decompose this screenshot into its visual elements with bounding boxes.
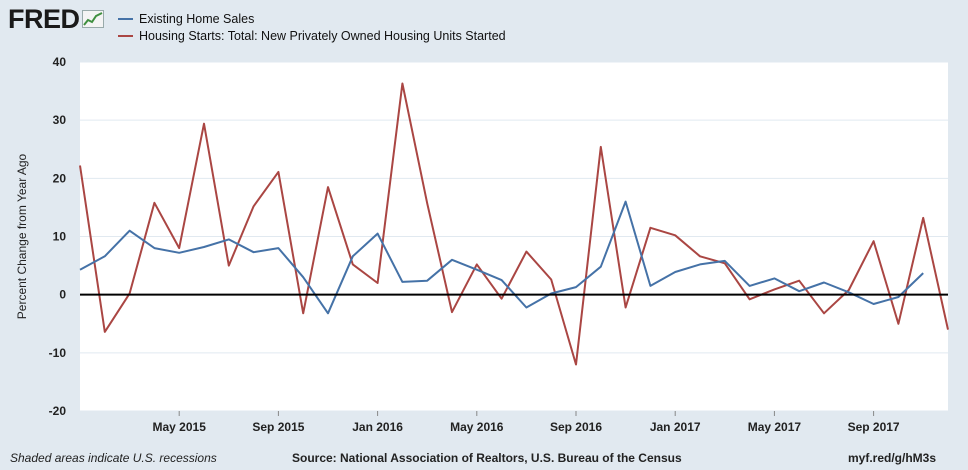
y-tick-label: 10 bbox=[53, 230, 67, 244]
chart-trend-icon bbox=[81, 10, 104, 28]
fred-logo-text: FRED bbox=[8, 4, 80, 34]
source-note: Source: National Association of Realtors… bbox=[292, 451, 682, 465]
y-tick-label: -20 bbox=[49, 404, 67, 418]
legend-item-housing-starts[interactable]: Housing Starts: Total: New Privately Own… bbox=[118, 27, 506, 44]
x-tick-label: Sep 2017 bbox=[848, 420, 900, 434]
y-tick-label: 0 bbox=[59, 288, 66, 302]
x-tick-label: Jan 2016 bbox=[352, 420, 403, 434]
x-tick-label: Jan 2017 bbox=[650, 420, 701, 434]
y-tick-label: -10 bbox=[49, 346, 67, 360]
x-tick-label: May 2016 bbox=[450, 420, 504, 434]
legend-swatch-red bbox=[118, 34, 133, 37]
x-tick-label: Sep 2016 bbox=[550, 420, 602, 434]
legend-label: Housing Starts: Total: New Privately Own… bbox=[139, 28, 506, 43]
fred-logo[interactable]: FRED bbox=[8, 4, 104, 34]
legend-label: Existing Home Sales bbox=[139, 11, 255, 26]
y-tick-label: 30 bbox=[53, 113, 67, 127]
series-line-existing-home-sales bbox=[79, 200, 924, 315]
x-tick-label: May 2017 bbox=[748, 420, 802, 434]
x-tick-label: Sep 2015 bbox=[252, 420, 304, 434]
short-url-link[interactable]: myf.red/g/hM3s bbox=[848, 451, 937, 465]
chart-legend: Existing Home Sales Housing Starts: Tota… bbox=[118, 10, 506, 44]
x-tick-label: May 2015 bbox=[153, 420, 207, 434]
legend-item-existing-home-sales[interactable]: Existing Home Sales bbox=[118, 10, 506, 27]
series-line-housing-starts bbox=[79, 82, 949, 366]
y-tick-label: 20 bbox=[53, 171, 67, 185]
recession-note: Shaded areas indicate U.S. recessions bbox=[10, 451, 217, 465]
legend-swatch-blue bbox=[118, 17, 133, 20]
y-axis-label: Percent Change from Year Ago bbox=[15, 153, 29, 319]
y-tick-label: 40 bbox=[53, 55, 67, 69]
